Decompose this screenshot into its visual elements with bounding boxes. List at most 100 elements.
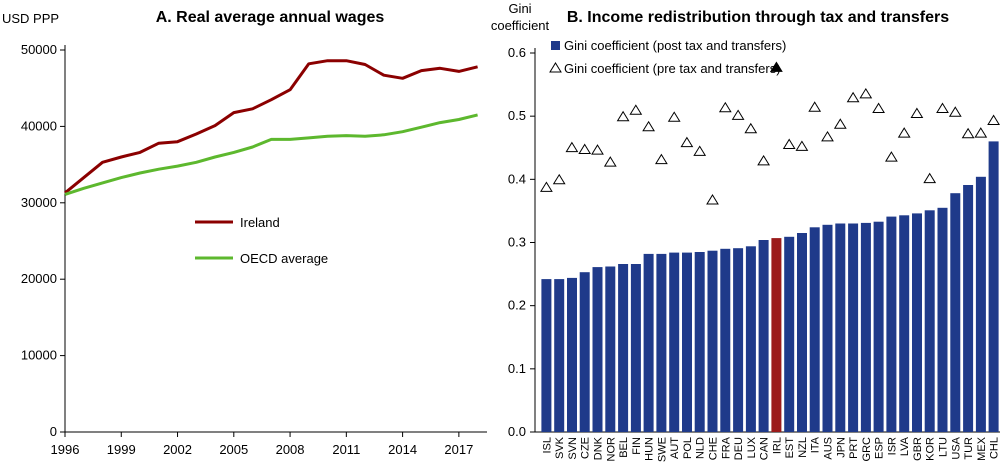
marker-bel (616, 110, 630, 122)
bar-fra (720, 248, 731, 432)
bar-esp (873, 221, 884, 432)
panel-a-y-tick-label: 10000 (21, 348, 57, 363)
panel-b-markers (540, 61, 1000, 205)
category-label-aus: AUS (823, 437, 835, 460)
marker-deu (731, 109, 745, 120)
bar-jpn (835, 223, 846, 432)
panel-b-y-tick-label: 0.0 (508, 424, 526, 439)
category-label-usa: USA (950, 436, 962, 459)
category-label-fin: FIN (631, 437, 643, 455)
panel-a-x-tick-label: 1999 (107, 442, 136, 457)
bar-fin (630, 264, 641, 432)
category-label-gbr: GBR (912, 437, 924, 461)
marker-fra (718, 101, 732, 113)
category-label-esp: ESP (874, 437, 886, 459)
marker-fin (629, 104, 643, 115)
panel-a-title: A. Real average annual wages (156, 9, 385, 26)
panel-a-x-tick-label: 1996 (51, 442, 80, 457)
marker-nzl (795, 140, 809, 151)
panel-a-x-tick-label: 2014 (388, 442, 417, 457)
category-label-aut: AUT (669, 437, 681, 459)
bar-nor (605, 266, 616, 432)
marker-mex (974, 127, 988, 138)
marker-esp (872, 102, 885, 113)
bar-gbr (912, 213, 922, 432)
marker-usa (948, 106, 962, 117)
bar-swe (656, 253, 667, 432)
marker-isr (885, 151, 898, 162)
panel-b-y-ticks: 0.0 0.1 0.2 0.3 0.4 0.5 0.6 (508, 45, 535, 439)
panel-a-y-tick-label: 20000 (21, 271, 57, 286)
category-label-chl: CHL (989, 437, 1000, 459)
bar-svk (554, 279, 565, 432)
category-label-swe: SWE (656, 437, 668, 462)
bar-can (758, 240, 769, 432)
bar-usa (950, 193, 961, 432)
category-label-isl: ISL (541, 437, 553, 454)
panel-b-y-tick-label: 0.3 (508, 235, 526, 250)
marker-ltu (936, 102, 949, 113)
legend-oecd-label: OECD average (240, 251, 328, 266)
panel-b-category-labels: ISL SVK SVN CZE DNK NOR BEL FIN HUN SWE AUT POL NLD C… (541, 436, 1000, 462)
category-label-prt: PRT (848, 437, 860, 459)
category-label-jpn: JPN (835, 437, 847, 458)
marker-cze (578, 143, 592, 154)
panel-a-y-tick-label: 50000 (21, 42, 57, 57)
category-label-kor: KOR (925, 437, 937, 461)
bar-nzl (797, 233, 807, 432)
bar-che (707, 250, 718, 432)
marker-nld (693, 145, 707, 156)
bar-kor (924, 210, 935, 432)
panel-a-axes (64, 45, 487, 433)
bar-aut (669, 252, 680, 432)
category-label-can: CAN (759, 437, 771, 460)
marker-grc (859, 87, 873, 99)
panel-b-y-tick-label: 0.6 (508, 45, 526, 60)
category-label-nld: NLD (695, 437, 707, 459)
category-label-isr: ISR (886, 437, 898, 455)
bar-est (784, 236, 795, 432)
marker-aut (667, 111, 681, 122)
panel-b-y-tick-label: 0.5 (508, 108, 526, 123)
marker-dnk (591, 144, 604, 155)
category-label-cze: CZE (580, 437, 592, 459)
legend-pre-tax-marker (549, 62, 562, 73)
category-label-nor: NOR (605, 437, 617, 462)
category-label-mex: MEX (976, 436, 988, 461)
bar-ltu (937, 207, 948, 432)
bar-svn (567, 277, 577, 432)
marker-est (782, 138, 796, 149)
category-label-che: CHE (708, 437, 720, 460)
bar-prt (848, 223, 859, 432)
marker-chl (987, 114, 1000, 125)
panel-a-y-tick-label: 40000 (21, 118, 57, 133)
bar-deu (733, 248, 744, 432)
legend-post-tax-swatch (551, 41, 560, 50)
panel-b-y-tick-label: 0.1 (508, 361, 526, 376)
category-label-ltu: LTU (938, 437, 950, 457)
bar-nld (694, 252, 705, 432)
marker-jpn (833, 118, 847, 129)
panel-b-y-unit-label: Gini coefficient (491, 1, 550, 33)
panel-a-x-ticks: 1996 1999 2002 2005 2008 2011 2014 2017 (51, 432, 473, 457)
bar-lux (745, 246, 756, 432)
oecd-average-line (64, 113, 478, 196)
legend-post-tax-label: Gini coefficient (post tax and transfers… (564, 38, 786, 53)
category-label-ita: ITA (810, 436, 822, 453)
marker-svk (552, 173, 566, 185)
category-label-est: EST (784, 437, 796, 459)
marker-lux (744, 122, 758, 134)
bar-grc (860, 222, 871, 432)
panel-b-bars (541, 141, 999, 432)
category-label-tur: TUR (963, 437, 975, 460)
panel-a-legend: Ireland OECD average (195, 215, 328, 266)
bar-irl (771, 238, 782, 432)
marker-hun (642, 120, 655, 132)
category-label-pol: POL (682, 437, 694, 459)
legend-pre-tax-label: Gini coefficient (pre tax and transfers) (564, 61, 781, 76)
panel-b-y-unit-line-2: coefficient (491, 18, 550, 33)
category-label-irl: IRL (771, 437, 783, 454)
bar-aus (822, 224, 833, 432)
panel-a-x-tick-label: 2005 (219, 442, 248, 457)
panel-a-series-lines (64, 59, 478, 196)
